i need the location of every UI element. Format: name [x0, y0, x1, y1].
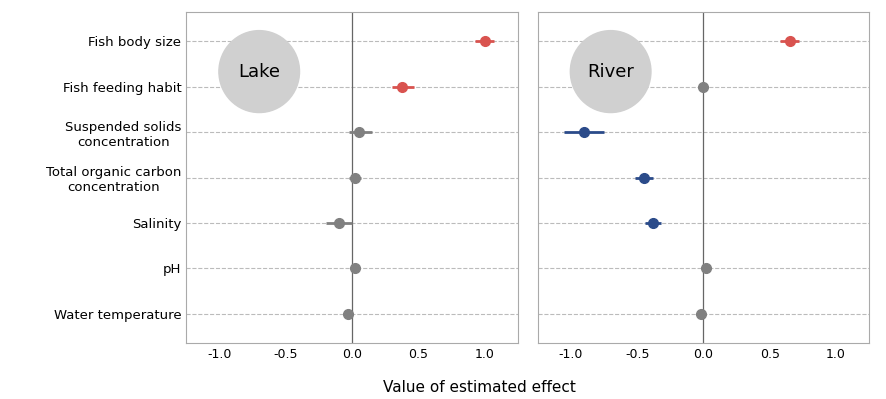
Text: Lake: Lake	[238, 63, 280, 81]
Ellipse shape	[219, 31, 299, 113]
Text: River: River	[587, 63, 633, 81]
Text: Value of estimated effect: Value of estimated effect	[382, 380, 575, 395]
Ellipse shape	[570, 31, 650, 113]
